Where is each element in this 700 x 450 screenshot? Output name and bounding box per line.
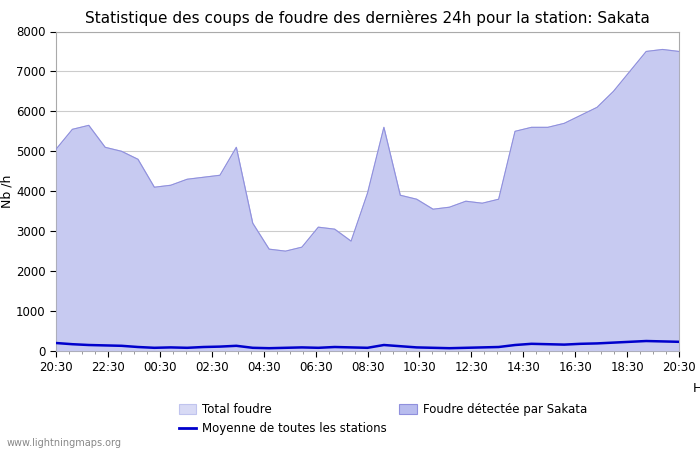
Text: www.lightningmaps.org: www.lightningmaps.org bbox=[7, 438, 122, 448]
Legend: Total foudre, Moyenne de toutes les stations, Foudre détectée par Sakata: Total foudre, Moyenne de toutes les stat… bbox=[174, 398, 592, 440]
Title: Statistique des coups de foudre des dernières 24h pour la station: Sakata: Statistique des coups de foudre des dern… bbox=[85, 10, 650, 26]
Text: Heure: Heure bbox=[693, 382, 700, 395]
Y-axis label: Nb /h: Nb /h bbox=[0, 175, 13, 208]
